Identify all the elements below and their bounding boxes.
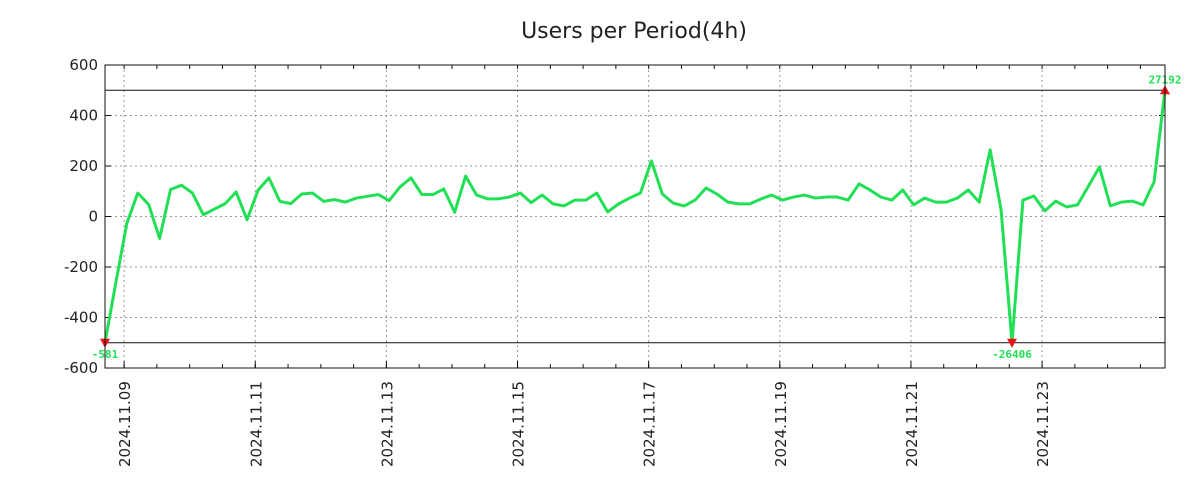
grid — [105, 65, 1165, 368]
x-tick-label: 2024.11.11 — [247, 381, 265, 467]
y-tick-label: -600 — [64, 359, 98, 377]
x-axis: 2024.11.09 2024.11.11 2024.11.13 2024.11.15… — [116, 65, 1141, 467]
y-tick-label: -200 — [64, 258, 98, 276]
series-line — [103, 90, 1167, 345]
series — [103, 90, 1167, 345]
y-tick-label: 600 — [69, 56, 98, 74]
x-tick-label: 2024.11.17 — [641, 381, 659, 467]
x-tick-label: 2024.11.23 — [1034, 381, 1052, 467]
x-tick-label: 2024.11.15 — [510, 381, 528, 467]
x-tick-label: 2024.11.21 — [903, 381, 921, 467]
plot-frame — [104, 64, 1166, 369]
y-tick-label: 400 — [69, 107, 98, 125]
y-tick-label: 200 — [69, 157, 98, 175]
annotation-label: -26406 — [992, 348, 1032, 361]
y-tick-label: -400 — [64, 309, 98, 327]
clip-lines — [105, 89, 1165, 344]
x-tick-label: 2024.11.13 — [378, 381, 396, 467]
y-axis: 600 400 200 0 -200 -400 -600 — [64, 56, 1165, 377]
min-marker-icon — [1007, 338, 1018, 348]
chart-title: Users per Period(4h) — [521, 19, 747, 44]
x-tick-label: 2024.11.09 — [116, 381, 134, 467]
y-tick-label: 0 — [88, 208, 98, 226]
x-tick-label: 2024.11.19 — [772, 381, 790, 467]
